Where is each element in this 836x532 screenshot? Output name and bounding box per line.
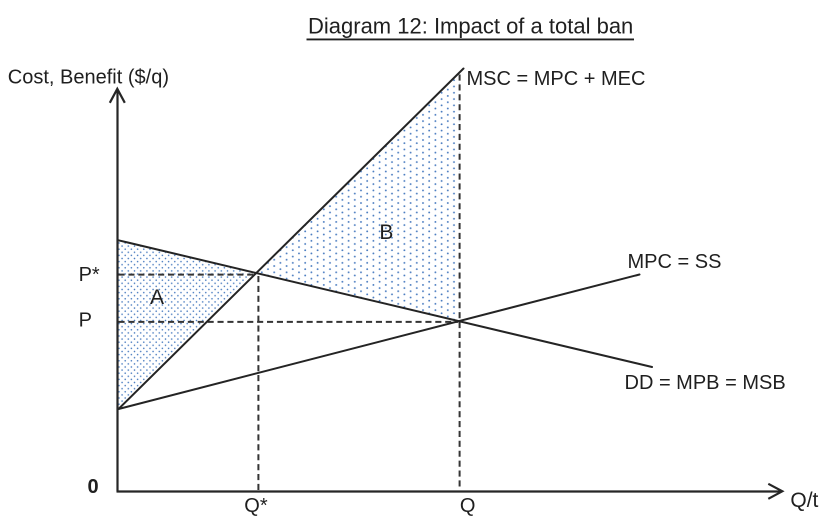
svg-text:MSC = MPC + MEC: MSC = MPC + MEC: [467, 68, 646, 90]
svg-text:Q/t: Q/t: [790, 489, 818, 512]
svg-text:Diagram 12: Impact of a total: Diagram 12: Impact of a total ban: [308, 14, 633, 39]
svg-text:P: P: [79, 309, 92, 331]
svg-text:DD = MPB = MSB: DD = MPB = MSB: [625, 372, 786, 394]
svg-text:Q: Q: [460, 495, 476, 517]
svg-text:MPC = SS: MPC = SS: [628, 251, 722, 273]
svg-text:Cost, Benefit ($/q): Cost, Benefit ($/q): [8, 67, 169, 89]
svg-text:0: 0: [88, 476, 99, 498]
svg-text:B: B: [379, 221, 393, 244]
svg-text:P*: P*: [79, 264, 100, 286]
svg-text:A: A: [150, 286, 164, 309]
svg-text:Q*: Q*: [244, 495, 268, 517]
